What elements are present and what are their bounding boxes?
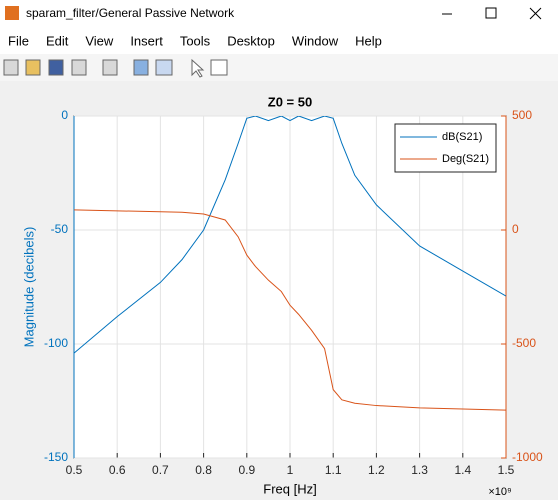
menu-item[interactable]: Edit [46, 33, 69, 48]
y-tick-label: -150 [44, 450, 68, 464]
tool-legend[interactable] [155, 59, 173, 76]
y-tick-label: 0 [61, 108, 68, 122]
toolbar [0, 54, 558, 81]
menu-item[interactable]: Window [292, 33, 339, 48]
y-tick-label: -100 [44, 336, 68, 350]
tool-open[interactable] [25, 59, 41, 76]
legend-box [394, 123, 497, 173]
menu-item[interactable]: File [8, 33, 29, 48]
app-icon [5, 6, 19, 20]
tool-save[interactable] [48, 59, 64, 76]
y2-tick-label: 0 [512, 222, 519, 236]
y2-tick-label: -500 [512, 336, 536, 350]
tool-new[interactable] [3, 59, 19, 76]
menu-item[interactable]: Tools [180, 33, 211, 48]
x-tick-label: 1 [287, 463, 294, 477]
y-axis-label: Magnitude (decibels) [21, 227, 36, 348]
tool-link[interactable] [102, 59, 118, 76]
x-axis-label: Freq [Hz] [263, 481, 316, 496]
x-tick-label: 0.5 [66, 463, 83, 477]
series-line [74, 116, 506, 354]
tool-property[interactable] [210, 59, 228, 76]
menu-bar [0, 30, 558, 54]
tool-pointer[interactable] [191, 58, 205, 78]
close-button[interactable] [529, 7, 542, 20]
y2-tick-label: 500 [512, 108, 532, 122]
chart-title: Z0 = 50 [268, 94, 312, 109]
x-tick-label: 1.5 [498, 463, 515, 477]
y2-tick-label: -1000 [512, 450, 543, 464]
x-tick-label: 0.6 [109, 463, 126, 477]
x-tick-label: 0.9 [238, 463, 255, 477]
menu-item[interactable]: Desktop [227, 33, 275, 48]
legend-label: dB(S21) [442, 131, 482, 143]
menu-item[interactable]: View [85, 33, 114, 48]
menu-item[interactable]: Insert [130, 33, 163, 48]
y-tick-label: -50 [51, 222, 69, 236]
x-tick-label: 1.4 [454, 463, 471, 477]
x-tick-label: 1.1 [325, 463, 342, 477]
x-tick-label: 0.8 [195, 463, 212, 477]
series-line [74, 209, 506, 411]
tool-colorbar[interactable] [133, 59, 149, 76]
x-multiplier: ×10⁹ [488, 486, 511, 498]
maximize-button[interactable] [485, 7, 497, 19]
x-tick-label: 0.7 [152, 463, 169, 477]
x-tick-label: 1.3 [411, 463, 428, 477]
window-title: sparam_filter/General Passive Network [26, 6, 235, 20]
title-bar [0, 0, 558, 30]
menu-item[interactable]: Help [355, 33, 382, 48]
tool-print[interactable] [71, 59, 87, 76]
toolbar-icons [3, 58, 228, 78]
legend-label: Deg(S21) [442, 153, 489, 165]
x-tick-label: 1.2 [368, 463, 385, 477]
menu-group: File Edit View Insert Tools Desktop Window Help [8, 33, 382, 48]
